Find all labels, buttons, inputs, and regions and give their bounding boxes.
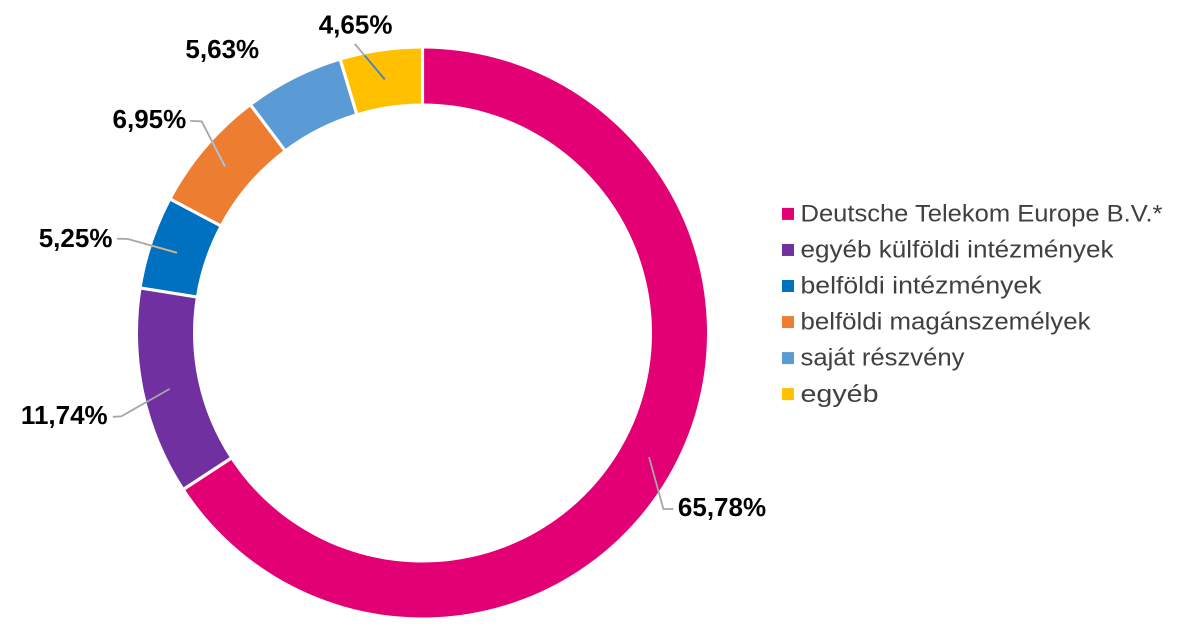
svg-text:egyéb külföldi intézmények: egyéb külföldi intézmények	[801, 237, 1115, 264]
svg-text:saját részvény: saját részvény	[801, 345, 965, 372]
svg-text:Deutsche Telekom Europe B.V.*: Deutsche Telekom Europe B.V.*	[801, 201, 1163, 228]
svg-text:belföldi magánszemélyek: belföldi magánszemélyek	[801, 309, 1092, 336]
svg-text:egyéb: egyéb	[801, 381, 879, 408]
svg-text:4,65%: 4,65%	[319, 10, 393, 40]
svg-text:65,78%: 65,78%	[678, 492, 766, 522]
svg-text:11,74%: 11,74%	[21, 400, 108, 430]
svg-text:5,63%: 5,63%	[185, 34, 259, 64]
svg-text:belföldi intézmények: belföldi intézmények	[801, 273, 1043, 300]
svg-text:6,95%: 6,95%	[113, 104, 187, 134]
svg-text:5,25%: 5,25%	[39, 223, 113, 253]
